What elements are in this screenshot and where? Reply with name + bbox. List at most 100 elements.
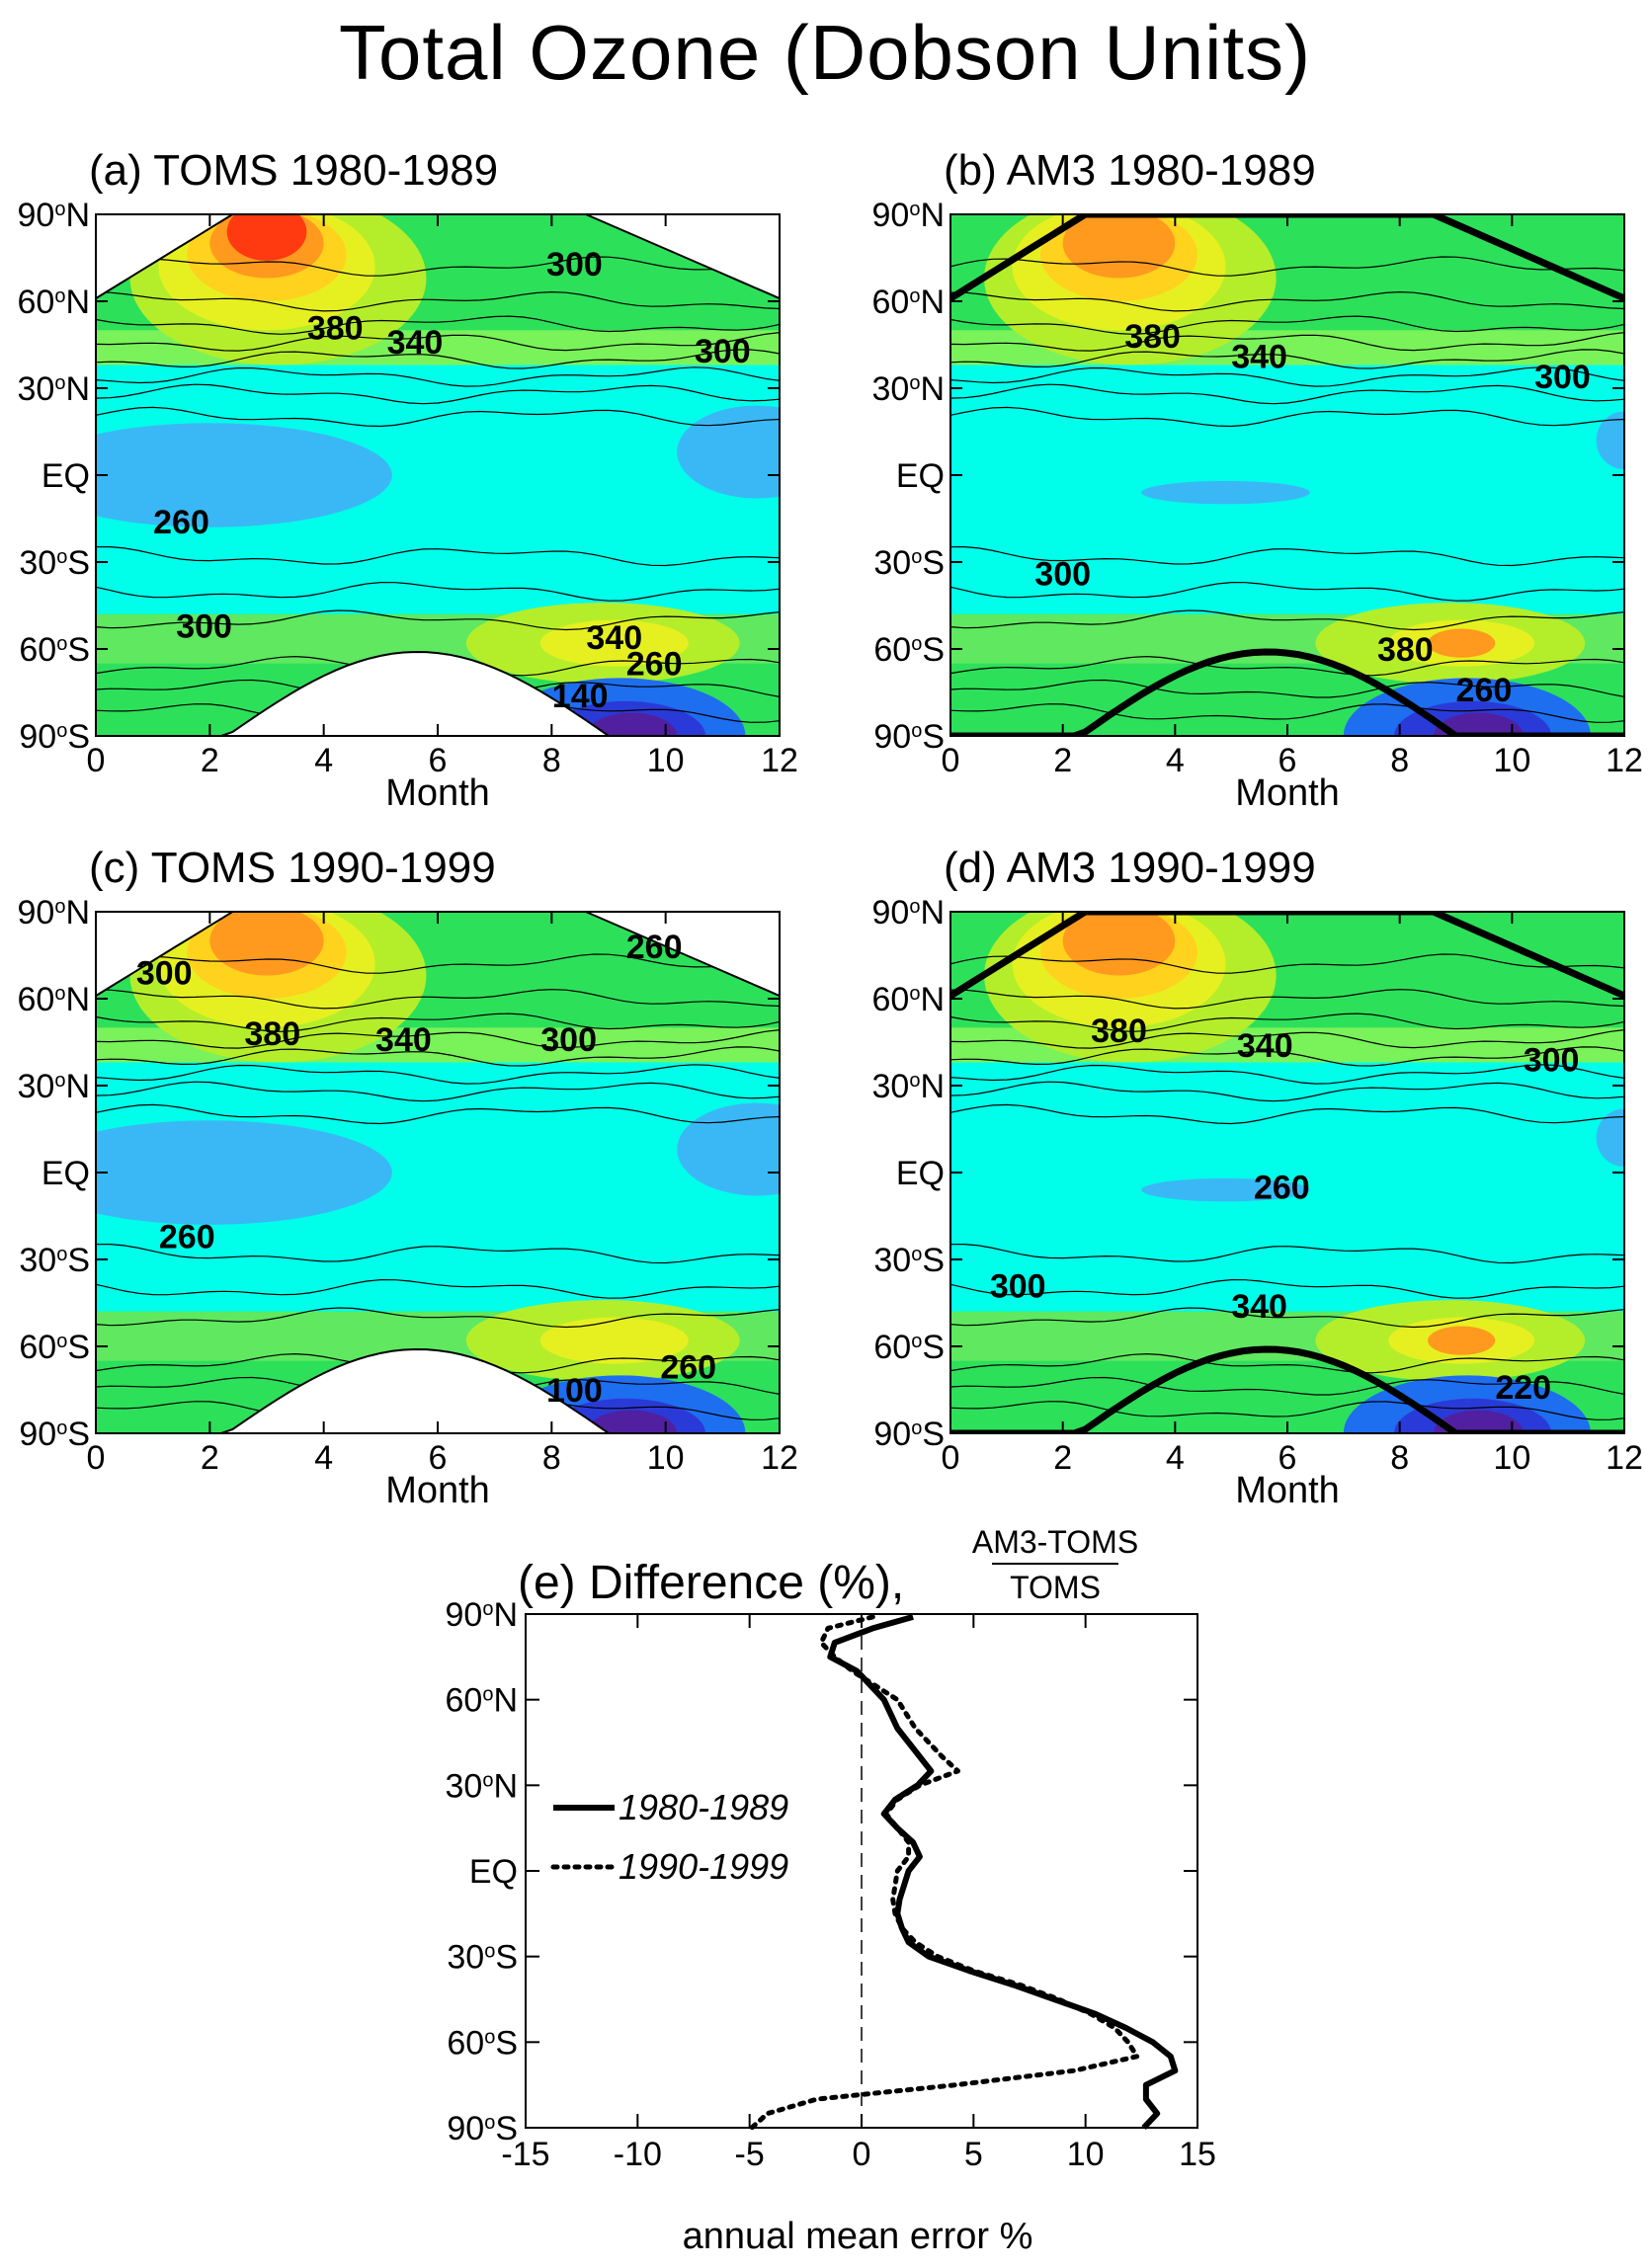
x-tick-label: 5 [964,2136,983,2173]
x-tick-label: 2 [201,742,219,779]
x-tick-label: 12 [1606,1439,1643,1477]
contour-label: 300 [1524,1042,1580,1080]
contour-line [950,332,1624,352]
contour-label: 340 [586,619,642,657]
contour-line [96,953,780,974]
contour-band [585,712,678,736]
contour-line [950,679,1624,698]
y-tick-label: 90oN [871,894,945,932]
x-tick-label: 10 [1067,2136,1105,2173]
contour-line [950,290,1624,312]
y-tick-label: 90oS [19,1416,90,1453]
y-tick-label: 60oS [873,631,945,669]
contour-band [950,1050,1624,1312]
contour-line [96,383,780,405]
x-tick-label: 4 [314,742,333,779]
x-axis-label: annual mean error % [683,2216,1033,2257]
contour-line [950,545,1624,567]
y-tick-label: 90oS [19,718,90,756]
contour-line [96,332,780,352]
x-tick-label: 10 [1493,742,1530,779]
contour-line [96,1103,780,1125]
contour-label: 340 [1231,1288,1287,1326]
contour-line [96,609,780,631]
contour-band [96,423,392,527]
panel-title: (d) AM3 1990-1999 [944,844,1316,892]
y-tick-label: 90oS [447,2110,518,2147]
contour-band [1141,480,1310,505]
contour-line [950,1401,1624,1420]
contour-band [1596,1108,1624,1168]
y-tick-label: 30oS [19,544,90,582]
y-tick-label: EQ [41,457,90,495]
contour-label: 380 [244,1015,300,1053]
y-tick-label: 60oS [19,1329,90,1366]
contour-line [950,349,1624,369]
contour-label: 300 [546,246,603,284]
contour-line [950,1278,1624,1299]
contour-band [1141,1177,1310,1202]
contour-line [950,1029,1624,1049]
contour-line [950,1064,1624,1085]
contour-line [950,1243,1624,1264]
contour-line [96,545,780,567]
x-tick-label: 0 [87,1439,106,1477]
formula-denominator: TOMS [1010,1570,1101,1605]
y-tick-label: EQ [41,1155,90,1192]
y-tick-label: 30oN [871,1068,945,1105]
y-tick-label: 30oN [17,1068,90,1105]
x-tick-label: 2 [1053,742,1072,779]
y-tick-label: 30oS [447,1939,518,1977]
no-data-mask [96,912,780,998]
contour-line [950,988,1624,1010]
legend-label: 1990-1999 [619,1846,788,1887]
x-axis-label: Month [1235,1470,1340,1511]
y-tick-label: 30oS [19,1242,90,1279]
contour-band [1433,1410,1524,1433]
contour-band [950,353,1624,614]
contour-line [950,315,1624,335]
contour-line [96,1243,780,1264]
no-data-mask [96,1347,780,1433]
x-tick-label: 10 [647,742,685,779]
contour-band [677,405,780,499]
contour-line [96,1029,780,1049]
y-tick-label: 60oN [445,1682,518,1720]
contour-label: 340 [1231,339,1287,376]
contour-label: 300 [540,1021,597,1059]
formula-numerator: AM3-TOMS [972,1524,1138,1560]
contour-line [950,609,1624,631]
series-line-1980-1989 [827,1614,1179,2131]
y-tick-label: EQ [896,1155,945,1192]
contour-line [950,703,1624,723]
y-tick-label: 30oS [873,544,945,582]
contour-line [96,256,780,277]
y-tick-label: 60oN [871,981,945,1018]
y-tick-label: 90oS [873,718,945,756]
contour-label: 260 [626,646,683,684]
contour-band [1062,912,1176,976]
x-tick-label: 6 [1279,742,1297,779]
contour-line [950,1103,1624,1125]
contour-label: 300 [990,1267,1046,1305]
contour-band [539,619,689,667]
x-tick-label: 12 [761,1439,798,1477]
contour-line [96,349,780,369]
contour-band [1428,1326,1496,1355]
contour-line [96,581,780,602]
x-tick-label: 12 [1606,742,1643,779]
y-tick-label: 90oN [871,197,945,234]
legend-label: 1980-1989 [619,1787,788,1827]
x-axis-label: Month [1235,772,1340,814]
y-tick-label: 60oS [873,1329,945,1366]
x-tick-label: 0 [853,2136,871,2173]
legend: 1980-1989 1990-1999 [550,1787,788,1887]
contour-band [1428,628,1496,658]
x-axis-label: Month [385,772,490,814]
x-tick-label: 2 [201,1439,219,1477]
contour-line [950,655,1624,677]
contour-label: 300 [176,608,232,645]
contour-label: 140 [552,678,609,715]
contour-label: 300 [1034,556,1091,594]
